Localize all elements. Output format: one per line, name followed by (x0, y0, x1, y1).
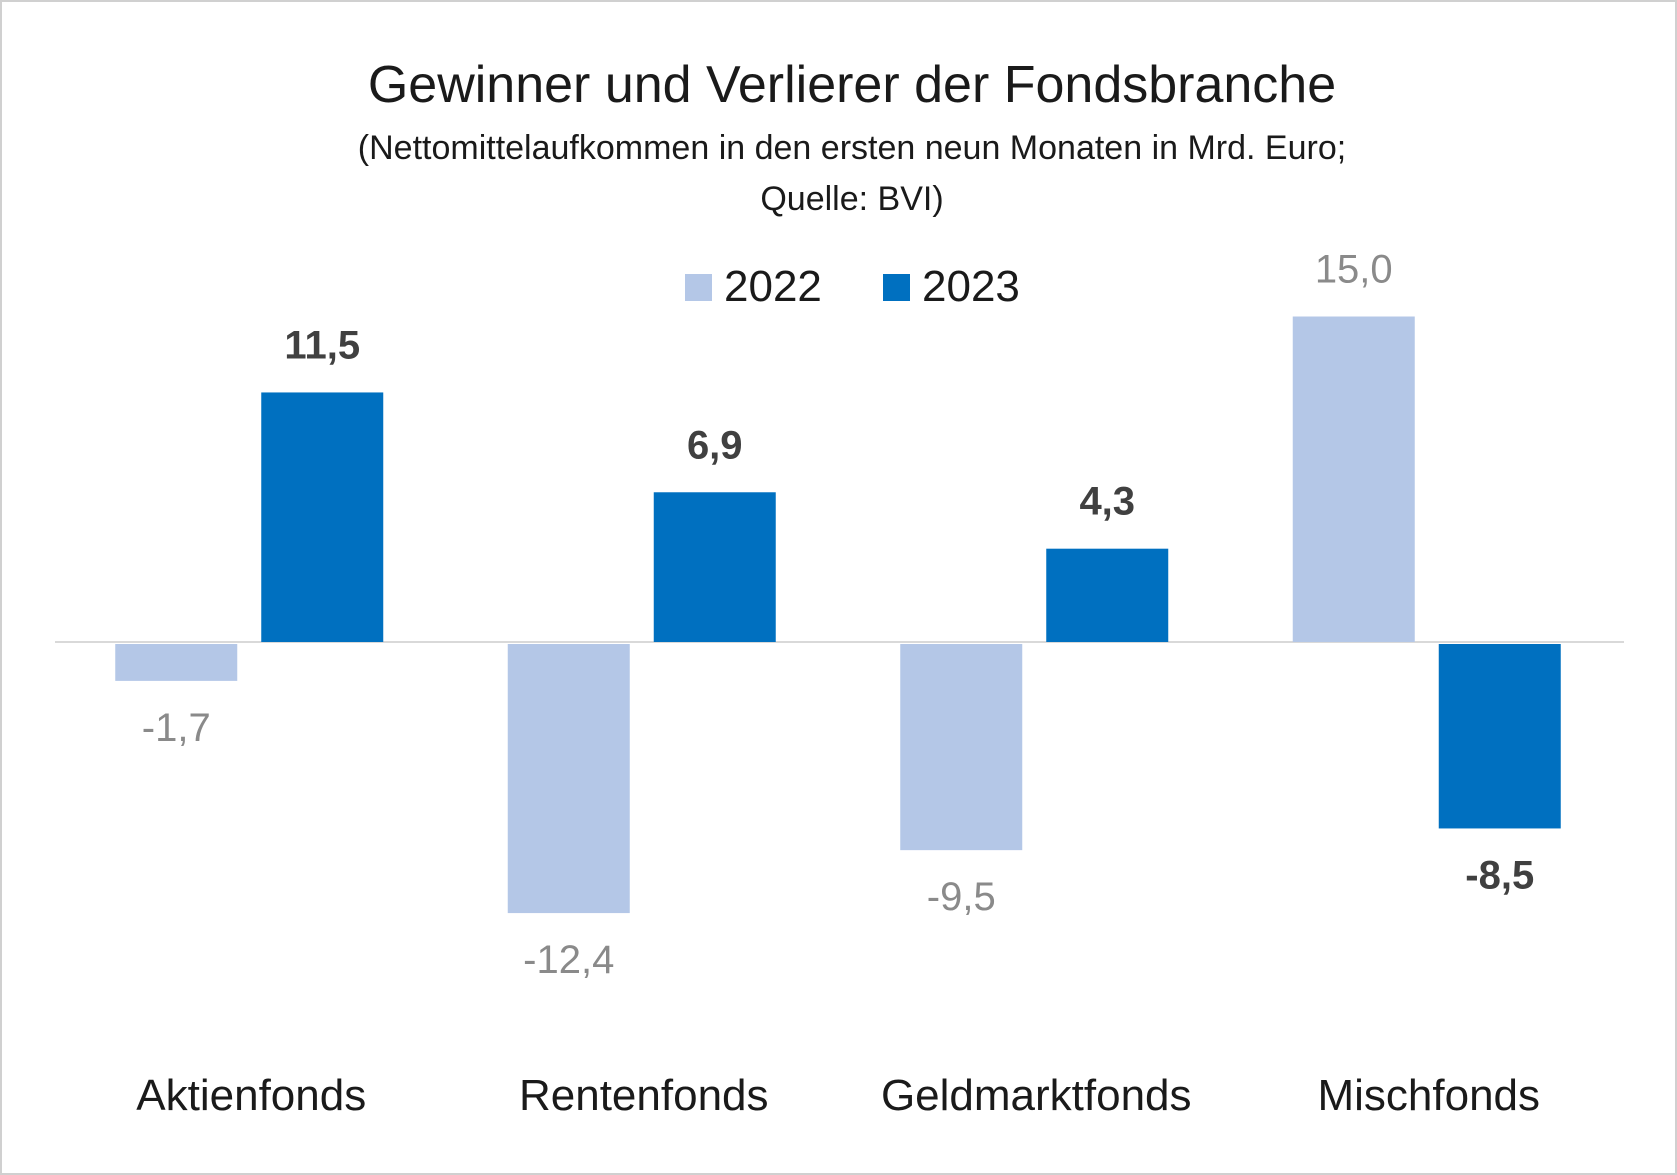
value-label-aktienfonds-2023: 11,5 (284, 323, 360, 367)
chart-subtitle-line2: Quelle: BVI) (760, 180, 943, 218)
value-label-mischfonds-2022: 15,0 (1315, 248, 1393, 292)
category-label-geldmarktfonds: Geldmarktfonds (881, 1071, 1192, 1120)
bars-group (115, 316, 1561, 914)
legend-label-2023: 2023 (922, 262, 1020, 311)
value-label-geldmarktfonds-2022: -9,5 (927, 875, 996, 919)
category-label-mischfonds: Mischfonds (1317, 1071, 1540, 1120)
bar-aktienfonds-2022 (115, 644, 238, 681)
bar-mischfonds-2023 (1438, 644, 1561, 829)
category-labels-group: Aktienfonds Rentenfonds Geldmarktfonds Misc… (136, 1071, 1540, 1120)
category-label-aktienfonds: Aktienfonds (136, 1071, 366, 1120)
value-labels-group: -1,7 11,5 -12,4 6,9 -9,5 4,3 15,0 -8,5 (142, 248, 1534, 983)
bar-rentenfonds-2023 (653, 492, 776, 642)
bar-geldmarktfonds-2023 (1046, 548, 1169, 642)
value-label-mischfonds-2023: -8,5 (1465, 853, 1534, 897)
legend-label-2022: 2022 (724, 262, 822, 311)
bar-mischfonds-2022 (1292, 316, 1415, 642)
chart-subtitle-line1: (Nettomittelaufkommen in den ersten neun… (358, 129, 1346, 167)
bar-rentenfonds-2022 (507, 644, 630, 914)
bar-geldmarktfonds-2022 (900, 644, 1023, 851)
legend-swatch-2023 (883, 274, 910, 301)
legend: 2022 2023 (685, 262, 1020, 311)
value-label-rentenfonds-2022: -12,4 (523, 938, 614, 982)
bar-aktienfonds-2023 (261, 392, 384, 642)
chart-title: Gewinner und Verlierer der Fondsbranche (368, 56, 1336, 114)
legend-swatch-2022 (685, 274, 712, 301)
value-label-rentenfonds-2023: 6,9 (687, 423, 743, 467)
category-label-rentenfonds: Rentenfonds (519, 1071, 769, 1120)
value-label-aktienfonds-2022: -1,7 (142, 706, 211, 750)
value-label-geldmarktfonds-2023: 4,3 (1079, 480, 1135, 524)
